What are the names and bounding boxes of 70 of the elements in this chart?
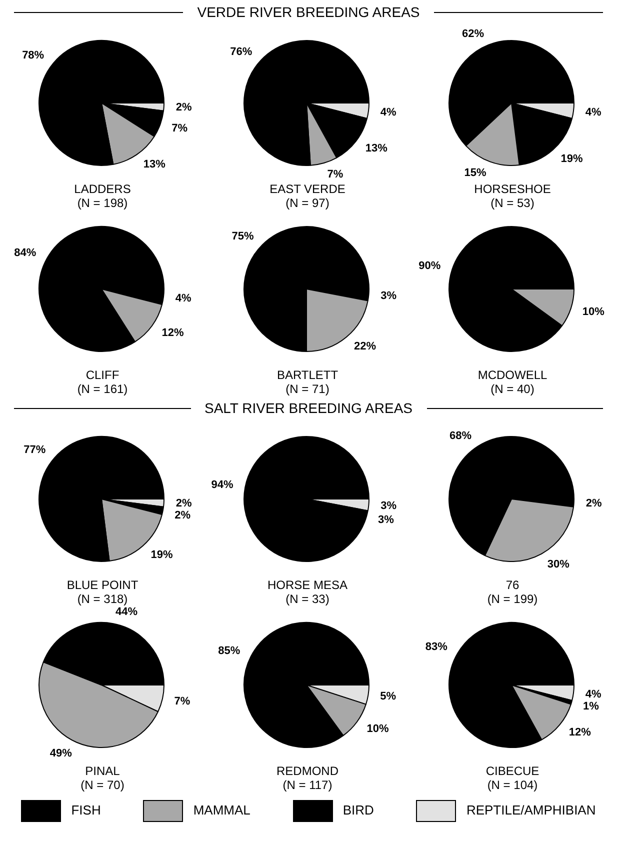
text: VERDE RIVER BREEDING AREAS	[197, 4, 420, 20]
text: HORSE MESA	[266, 578, 348, 592]
text: LADDERS	[73, 182, 132, 196]
text: (N = 117)	[282, 778, 334, 792]
data-label: 2%	[176, 498, 192, 510]
data-label: 12%	[568, 726, 592, 739]
text: MCDOWELL	[476, 368, 548, 382]
text: (N = 199)	[486, 592, 539, 606]
text: CIBECUE	[484, 764, 540, 778]
legend-label: MAMMAL	[192, 801, 250, 820]
text: 76	[504, 578, 520, 592]
text: (N = 104)	[486, 778, 539, 792]
text: BARTLETT	[276, 368, 340, 382]
data-label: 22%	[354, 340, 376, 352]
data-label: 68%	[450, 430, 472, 442]
data-label: 7%	[327, 168, 344, 181]
legend-label: FISH	[70, 801, 101, 820]
data-label: 94%	[211, 479, 234, 492]
data-label: 62%	[462, 28, 484, 40]
data-label: 2%	[174, 510, 191, 522]
legend-label: REPTILE/AMPHIBIAN	[465, 801, 596, 820]
data-label: 85%	[218, 645, 240, 658]
text: (N = 198)	[76, 196, 129, 210]
data-label: 3%	[378, 514, 394, 526]
data-label: 44%	[115, 606, 138, 618]
data-label: 2%	[586, 498, 602, 510]
data-label: 83%	[425, 641, 448, 654]
data-label: 1%	[583, 700, 600, 712]
data-label: 10%	[366, 722, 390, 735]
data-label: 4%	[175, 292, 192, 304]
data-label: 90%	[418, 260, 441, 272]
data-label: 75%	[232, 230, 254, 242]
text: CLIFF	[84, 368, 120, 382]
data-label: 30%	[547, 558, 570, 570]
data-label: 10%	[582, 306, 605, 318]
data-label: 4%	[585, 106, 602, 118]
text: EAST VERDE	[268, 182, 346, 196]
data-label: 19%	[560, 152, 584, 165]
text: REDMOND	[276, 764, 340, 778]
data-label: 7%	[174, 695, 190, 708]
text: HORSESHOE	[473, 182, 552, 196]
data-label: 76%	[230, 46, 252, 58]
text: (N = 40)	[490, 382, 536, 396]
data-label: 49%	[50, 747, 72, 760]
data-label: 3%	[380, 290, 397, 302]
text: PINAL	[84, 764, 121, 778]
legend-label: BIRD	[342, 801, 374, 820]
text: SALT RIVER BREEDING AREAS	[204, 400, 412, 416]
data-label: 12%	[162, 326, 184, 339]
text: (N = 70)	[80, 778, 126, 792]
data-label: 15%	[464, 167, 486, 180]
data-label: 77%	[24, 444, 46, 456]
data-label: 4%	[585, 688, 602, 700]
text: (N = 33)	[284, 592, 330, 606]
data-label: 13%	[365, 142, 388, 155]
data-label: 4%	[380, 106, 397, 118]
text: (N = 318)	[76, 592, 129, 606]
data-label: 7%	[172, 122, 188, 134]
text: (N = 71)	[284, 382, 330, 396]
data-label: 78%	[22, 50, 44, 62]
text: (N = 97)	[284, 196, 330, 210]
data-label: 84%	[14, 247, 36, 260]
data-label: 5%	[380, 690, 396, 703]
data-label: 13%	[143, 158, 166, 171]
data-label: 19%	[150, 548, 174, 561]
text: BLUE POINT	[66, 578, 140, 592]
data-label: 3%	[380, 500, 397, 512]
data-label: 2%	[176, 102, 192, 114]
text: (N = 161)	[76, 382, 129, 396]
text: (N = 53)	[490, 196, 536, 210]
